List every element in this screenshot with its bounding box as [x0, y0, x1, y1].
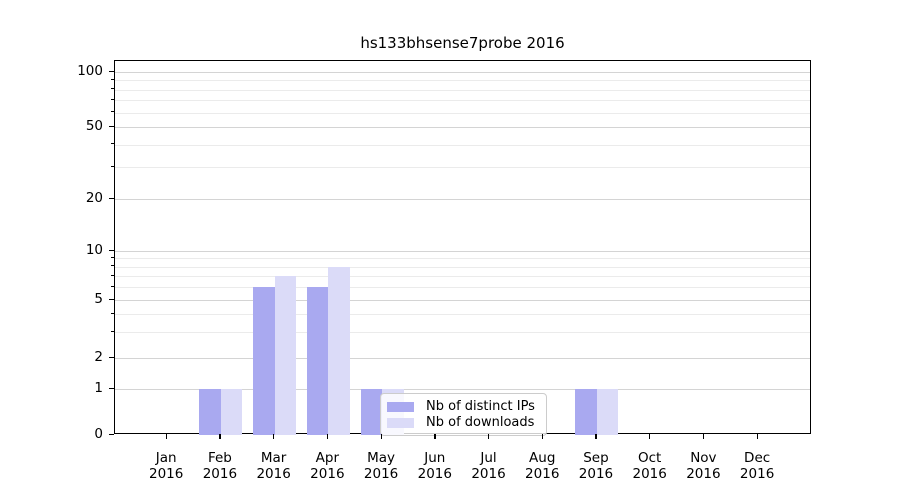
legend: Nb of distinct IPs Nb of downloads — [380, 393, 547, 436]
bar-distinct-ips-sep — [575, 389, 597, 435]
gridline-minor — [115, 258, 810, 260]
gridline-major — [115, 358, 810, 359]
y-tick-mark — [109, 433, 114, 435]
y-minor-tick-mark — [111, 330, 114, 332]
x-tick-label-jul: Jul 2016 — [471, 450, 506, 482]
gridline-minor — [115, 266, 810, 268]
y-minor-tick-mark — [111, 285, 114, 287]
x-tick-label-oct: Oct 2016 — [632, 450, 667, 482]
y-minor-tick-mark — [111, 165, 114, 167]
bar-downloads-sep — [596, 389, 619, 435]
y-minor-tick-mark — [111, 265, 114, 267]
legend-entry-downloads: Nb of downloads — [387, 415, 538, 430]
bar-distinct-ips-feb — [199, 389, 221, 435]
gridline-minor — [115, 276, 810, 278]
gridline-minor — [115, 314, 810, 316]
x-tick-label-mar: Mar 2016 — [256, 450, 291, 482]
y-tick-mark — [109, 197, 114, 199]
y-minor-tick-mark — [111, 88, 114, 90]
y-tick-mark — [109, 387, 114, 389]
x-tick-mark — [219, 434, 221, 439]
y-tick-label: 0 — [94, 426, 103, 442]
legend-label: Nb of downloads — [426, 415, 535, 430]
y-tick-mark — [109, 356, 114, 358]
x-tick-mark — [702, 434, 705, 439]
x-tick-label-dec: Dec 2016 — [739, 450, 775, 482]
x-tick-label-jun: Jun 2016 — [417, 450, 452, 482]
x-tick-mark — [541, 434, 544, 439]
gridline-major — [115, 251, 810, 252]
y-tick-mark — [109, 249, 114, 251]
gridline-minor — [115, 89, 810, 91]
gridline-minor — [115, 332, 810, 334]
y-tick-label: 20 — [85, 190, 103, 206]
gridline-minor — [115, 100, 810, 102]
legend-label: Nb of distinct IPs — [426, 399, 535, 414]
plot-area — [114, 60, 811, 435]
gridline-major — [115, 72, 810, 73]
chart-title: hs133bhsense7probe 2016 — [360, 34, 565, 52]
x-tick-label-aug: Aug 2016 — [525, 450, 560, 482]
y-minor-tick-mark — [111, 98, 114, 100]
y-minor-tick-mark — [111, 111, 114, 113]
x-tick-mark — [165, 434, 167, 439]
x-tick-label-sep: Sep 2016 — [578, 450, 614, 482]
x-tick-label-may: May 2016 — [363, 450, 399, 482]
bar-distinct-ips-apr — [306, 287, 329, 435]
y-minor-tick-mark — [111, 274, 114, 276]
bar-downloads-mar — [274, 276, 297, 435]
y-tick-mark — [109, 298, 114, 300]
x-tick-label-nov: Nov 2016 — [686, 450, 721, 482]
x-tick-label-feb: Feb 2016 — [202, 450, 238, 482]
downloads-swatch-icon — [387, 417, 414, 428]
gridline-major — [115, 199, 810, 200]
y-minor-tick-mark — [111, 143, 114, 145]
y-tick-label: 50 — [85, 118, 103, 134]
x-tick-mark — [595, 434, 597, 439]
gridline-major — [115, 300, 810, 301]
y-minor-tick-mark — [111, 78, 114, 80]
x-tick-mark — [649, 434, 651, 439]
x-tick-label-apr: Apr 2016 — [310, 450, 345, 482]
y-tick-mark — [109, 125, 114, 127]
y-tick-mark — [109, 70, 114, 72]
y-minor-tick-mark — [111, 312, 114, 314]
x-tick-mark — [434, 434, 436, 439]
y-tick-label: 100 — [77, 63, 103, 79]
x-tick-mark — [756, 434, 758, 439]
y-tick-label: 1 — [94, 380, 103, 396]
gridline-minor — [115, 167, 810, 169]
x-tick-mark — [326, 434, 329, 439]
y-tick-label: 2 — [94, 349, 103, 365]
gridline-major — [115, 127, 810, 128]
bar-distinct-ips-mar — [253, 287, 275, 435]
gridline-minor — [115, 80, 810, 82]
gridline-major — [115, 389, 810, 390]
y-tick-label: 5 — [94, 291, 103, 307]
x-tick-label-jan: Jan 2016 — [149, 450, 184, 482]
y-minor-tick-mark — [111, 256, 114, 258]
gridline-minor — [115, 112, 810, 114]
bar-distinct-ips-may — [360, 389, 383, 435]
y-tick-label: 10 — [85, 242, 103, 258]
x-tick-mark — [380, 434, 382, 439]
x-tick-mark — [273, 434, 275, 439]
legend-entry-distinct-ips: Nb of distinct IPs — [387, 399, 538, 414]
gridline-minor — [115, 144, 810, 146]
bar-downloads-feb — [220, 389, 243, 435]
distinct-ips-swatch-icon — [387, 401, 414, 412]
gridline-minor — [115, 287, 810, 289]
x-tick-mark — [488, 434, 490, 439]
bar-downloads-apr — [328, 266, 350, 435]
